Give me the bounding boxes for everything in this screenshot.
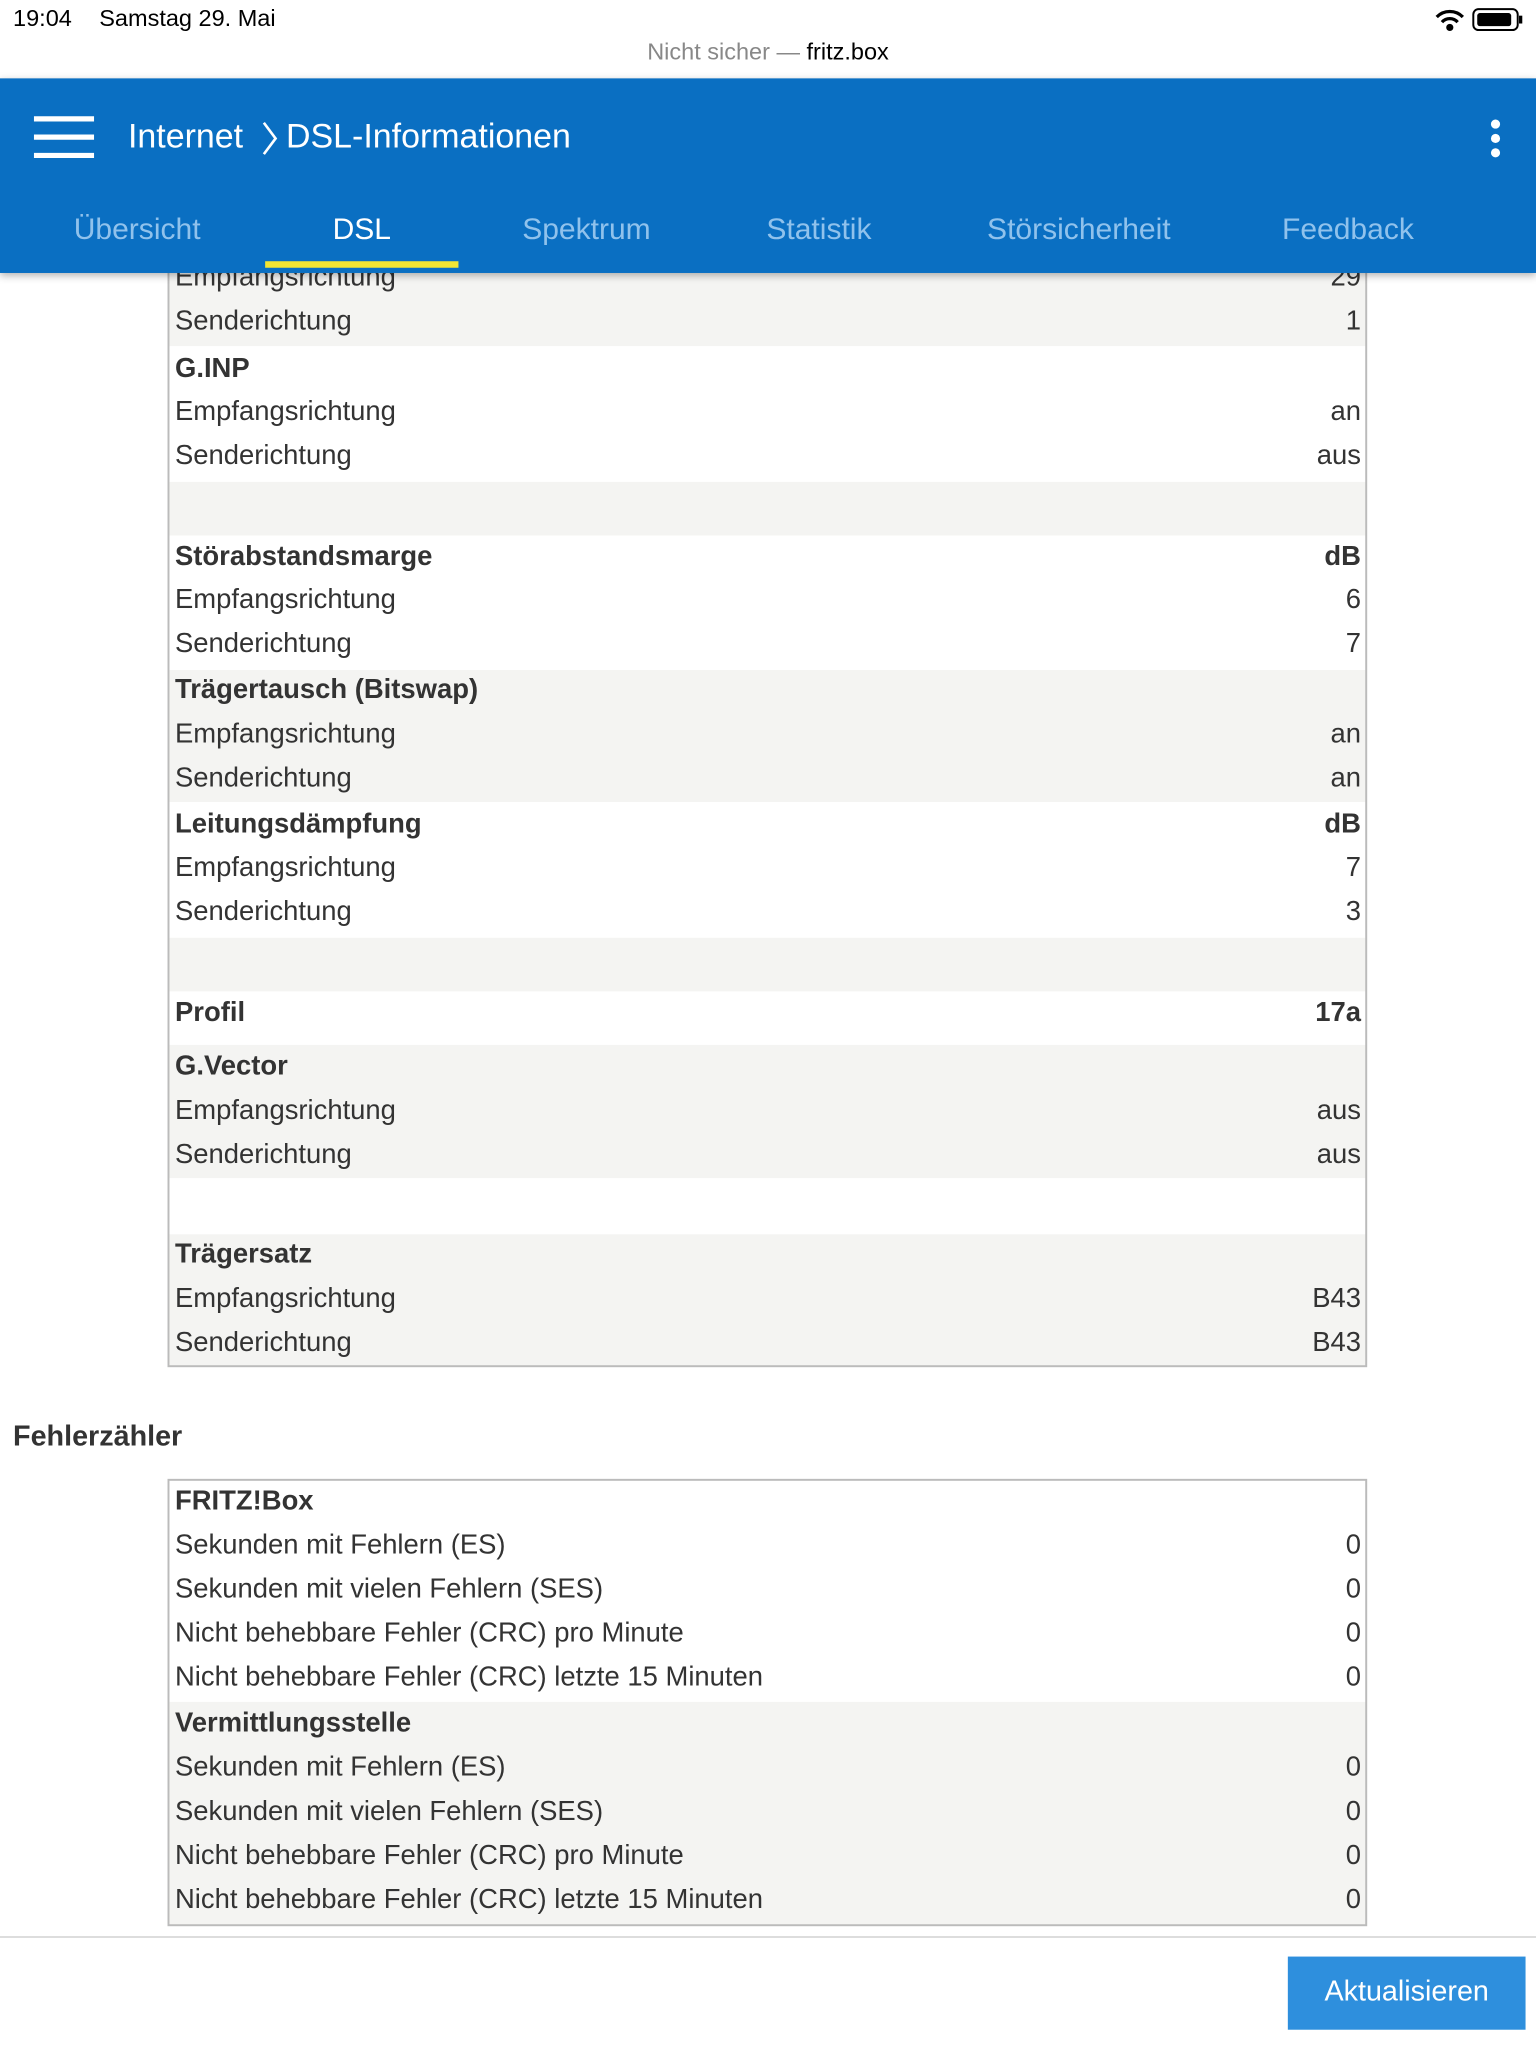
row-value: 0 [1346,1573,1361,1604]
row-value: 0 [1346,1883,1361,1914]
group-title: Trägertausch (Bitswap) [175,673,478,704]
row-label: Sekunden mit vielen Fehlern (SES) [175,1573,603,1604]
table-border [167,1478,1368,1927]
row-label: Empfangsrichtung [175,1094,396,1125]
section-title: Fehlerzähler [13,1421,182,1453]
app-header [0,78,1536,273]
row-value: an [1330,718,1360,749]
row-label: Sekunden mit Fehlern (ES) [175,1529,506,1560]
row-value: 3 [1346,895,1361,926]
row-value: 7 [1346,627,1361,658]
group-title: FRITZ!Box [175,1484,314,1515]
row-label: Sekunden mit vielen Fehlern (SES) [175,1795,603,1826]
group-title: G.INP [175,352,250,383]
row-label: Senderichtung [175,304,352,335]
group-title: Vermittlungsstelle [175,1706,411,1737]
tab[interactable]: DSL [333,213,391,246]
breadcrumb-current: DSL-Informationen [286,117,571,155]
row-band [168,1701,1367,1926]
row-label: Sekunden mit Fehlern (ES) [175,1751,506,1782]
menu-button[interactable] [33,116,95,159]
row-label: Empfangsrichtung [175,851,396,882]
group-value: 17a [1315,996,1361,1027]
group-title: Störabstandsmarge [175,540,432,571]
row-label: Senderichtung [175,762,352,793]
row-value: an [1330,395,1360,426]
row-value: B43 [1312,1326,1361,1357]
tab[interactable]: Spektrum [522,213,651,246]
group-title: Leitungsdämpfung [175,808,422,839]
row-label: Senderichtung [175,439,352,470]
row-label: Nicht behebbare Fehler (CRC) letzte 15 M… [175,1883,763,1914]
address-bar[interactable]: Nicht sicher — fritz.box [647,39,889,65]
refresh-button[interactable] [1287,1956,1526,2030]
address-prefix: Nicht sicher — [647,39,800,65]
row-value: aus [1317,1138,1361,1169]
group-title: G.Vector [175,1049,288,1080]
row-value: 0 [1346,1795,1361,1826]
row-value: 0 [1346,1839,1361,1870]
footer [0,1936,1536,2048]
row-value: 1 [1346,304,1361,335]
row-value: aus [1317,439,1361,470]
group-title: Trägersatz [175,1237,312,1268]
wifi-icon [1435,9,1465,32]
row-label: Empfangsrichtung [175,395,396,426]
tab[interactable]: Feedback [1282,213,1415,246]
group-value: dB [1324,540,1361,571]
row-label: Nicht behebbare Fehler (CRC) pro Minute [175,1617,684,1648]
row-value: 0 [1346,1529,1361,1560]
row-band [168,481,1367,536]
row-label: Nicht behebbare Fehler (CRC) letzte 15 M… [175,1661,763,1692]
row-value: B43 [1312,1282,1361,1313]
row-value: 0 [1346,1661,1361,1692]
row-value: 0 [1346,1751,1361,1782]
more-button[interactable] [1490,119,1501,158]
row-label: Senderichtung [175,1138,352,1169]
row-value: 0 [1346,1617,1361,1648]
group-title: Profil [175,996,245,1027]
row-label: Senderichtung [175,895,352,926]
tab[interactable]: Störsicherheit [987,213,1171,246]
active-tab-indicator [265,261,459,268]
row-label: Empfangsrichtung [175,1282,396,1313]
date: Samstag 29. Mai [99,5,275,31]
row-value: 6 [1346,583,1361,614]
row-value: aus [1317,1094,1361,1125]
row-value: an [1330,762,1360,793]
tab-bar: Übersicht DSL Spektrum Statistik Störsicherh… [74,213,1415,268]
battery-icon [1472,8,1523,32]
tab[interactable]: Statistik [766,213,872,246]
row-label: Empfangsrichtung [175,718,396,749]
row-band [168,1234,1367,1367]
group-value: dB [1324,808,1361,839]
status-bar [0,0,1536,79]
row-band [168,937,1367,992]
row-label: Nicht behebbare Fehler (CRC) pro Minute [175,1839,684,1870]
breadcrumb-parent[interactable]: Internet [128,117,244,155]
row-label: Senderichtung [175,627,352,658]
address-host: fritz.box [807,39,890,65]
row-label: Senderichtung [175,1326,352,1357]
row-label: Empfangsrichtung [175,583,396,614]
time: 19:04 [13,5,72,31]
row-band [168,1044,1367,1179]
breadcrumb-separator [262,121,278,155]
row-value: 7 [1346,851,1361,882]
row-band [168,670,1367,802]
tab[interactable]: Übersicht [74,213,201,246]
refresh-button-label: Aktualisieren [1324,1976,1488,2008]
